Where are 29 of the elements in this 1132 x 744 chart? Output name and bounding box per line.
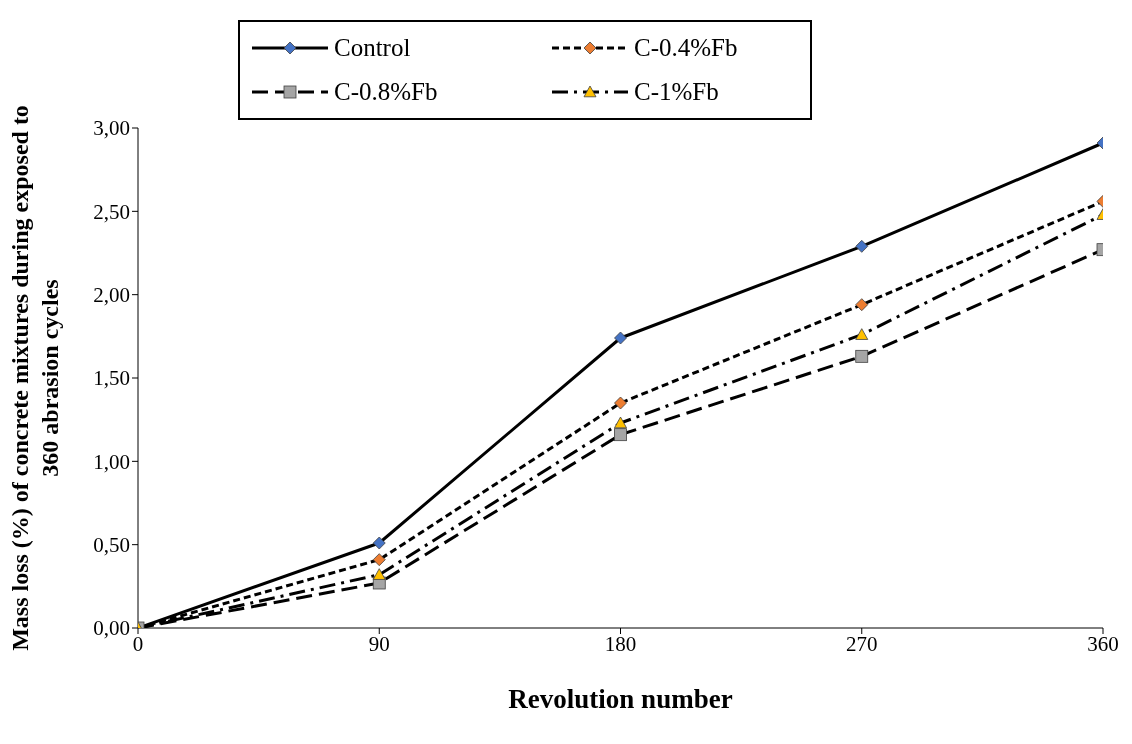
legend-label: C-1%Fb <box>634 78 719 106</box>
legend-label: C-0.8%Fb <box>334 78 438 106</box>
point <box>855 239 869 253</box>
x-axis-title: Revolution number <box>508 684 733 714</box>
y-tick-label: 1,50 <box>93 366 130 391</box>
y-tick-label: 2,00 <box>93 283 130 308</box>
point <box>855 298 869 312</box>
point <box>614 396 627 410</box>
x-tick-label: 0 <box>132 631 144 656</box>
point <box>372 568 386 580</box>
point <box>372 553 386 567</box>
y-axis-title: Mass loss (%) of concrete mixtures during exposed to 360 abrasion cycles <box>7 105 63 651</box>
x-tick-label: 90 <box>368 631 390 656</box>
legend-label: Control <box>334 34 411 62</box>
point <box>855 349 869 363</box>
x-tick-label: 360 <box>1087 631 1119 656</box>
x-tick-label: 270 <box>846 631 878 656</box>
point <box>855 328 869 340</box>
y-tick-label: 0,50 <box>93 533 130 558</box>
point <box>614 428 627 442</box>
y-tick-label: 2,50 <box>93 199 130 224</box>
point <box>614 331 627 345</box>
point <box>372 536 386 550</box>
point <box>614 416 627 429</box>
x-tick-label: 180 <box>604 631 637 656</box>
y-tick-label: 0,00 <box>93 616 130 641</box>
y-tick-label: 1,00 <box>93 449 130 474</box>
y-tick-label: 3,00 <box>93 116 130 141</box>
legend-label: C-0.4%Fb <box>634 34 738 62</box>
